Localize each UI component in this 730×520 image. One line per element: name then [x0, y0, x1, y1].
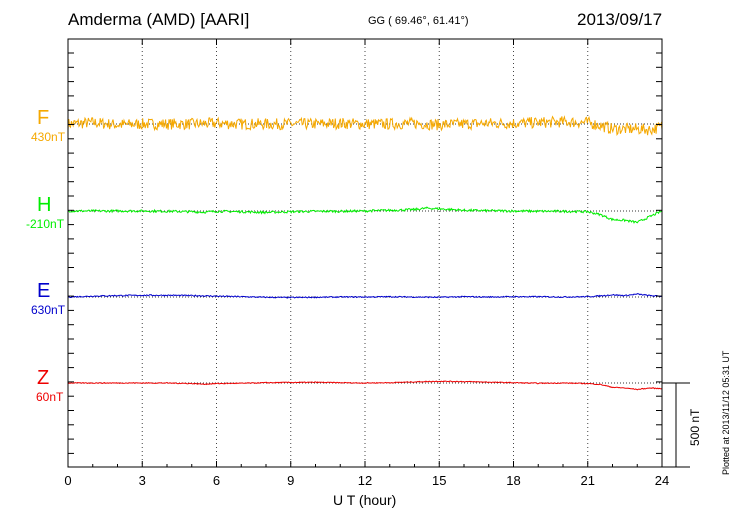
x-tick-label: 21: [581, 473, 595, 488]
x-tick-label: 6: [213, 473, 220, 488]
series-offset-e: 630nT: [31, 303, 66, 317]
plot-date: 2013/09/17: [577, 10, 663, 29]
x-tick-label: 15: [432, 473, 446, 488]
x-tick-label: 0: [64, 473, 71, 488]
scale-bar-label: 500 nT: [688, 408, 702, 446]
series-line-h: [67, 206, 663, 224]
scale-bar: [662, 382, 690, 468]
series-label-z: Z: [37, 367, 50, 389]
series-line-f: [67, 115, 663, 136]
x-tick-label: 9: [287, 473, 294, 488]
series-label-f: F: [37, 107, 50, 129]
series-offset-z: 60nT: [36, 390, 64, 404]
x-tick-label: 18: [506, 473, 520, 488]
series-label-h: H: [37, 194, 52, 216]
x-axis-label: U T (hour): [333, 492, 397, 508]
series-label-e: E: [37, 280, 51, 302]
plotted-timestamp: Plotted at 2013/11/12 05:31 UT: [721, 350, 730, 475]
series-line-e: [67, 293, 663, 299]
station-title: Amderma (AMD) [AARI]: [68, 10, 250, 29]
x-tick-label: 12: [358, 473, 372, 488]
geographic-coordinates: GG ( 69.46°, 61.41°): [368, 15, 469, 27]
series-line-z: [67, 380, 663, 391]
series-offset-h: -210nT: [26, 217, 65, 231]
series-offset-f: 430nT: [31, 130, 66, 144]
x-tick-label: 24: [655, 473, 669, 488]
x-tick-label: 3: [139, 473, 146, 488]
